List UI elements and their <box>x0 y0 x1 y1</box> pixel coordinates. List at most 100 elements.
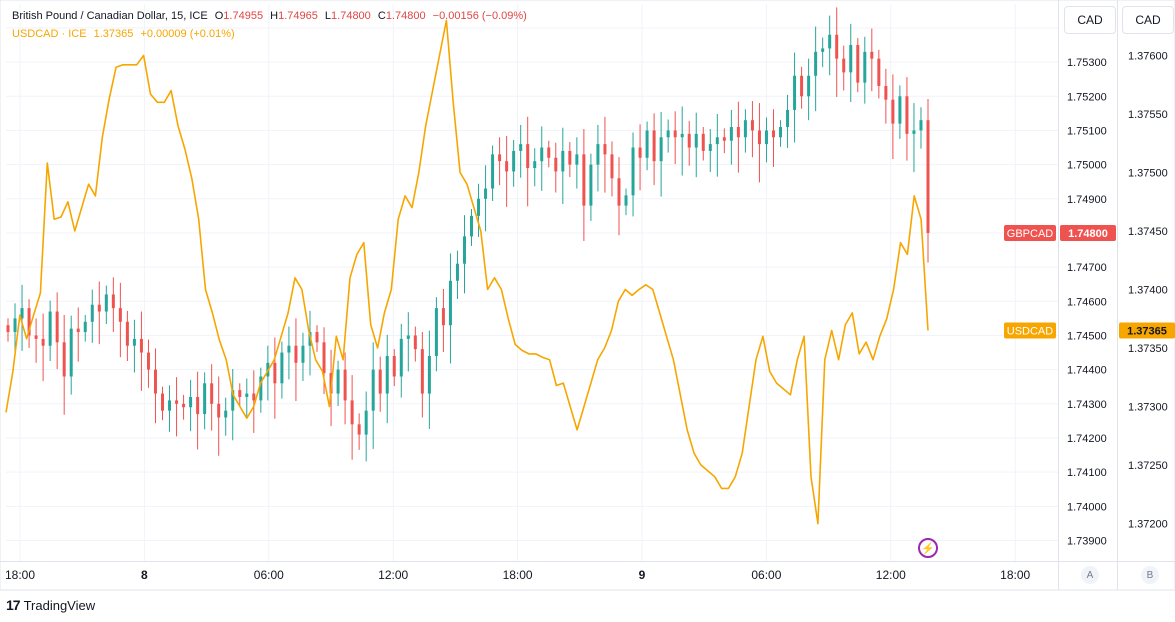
left-axis-tick-label: 1.74200 <box>1067 433 1107 445</box>
left-axis-tick-label: 1.74500 <box>1067 330 1107 342</box>
right-axis-tick-label: 1.37350 <box>1128 343 1168 355</box>
right-scale-currency-button[interactable]: CAD <box>1122 6 1174 34</box>
candle-body <box>498 154 502 162</box>
usdcad-name-label: USDCAD <box>1007 325 1054 337</box>
candle-body <box>6 325 10 333</box>
candle-body <box>153 369 157 394</box>
time-axis-tick-label: 18:00 <box>503 568 533 582</box>
candle-body <box>62 342 66 377</box>
candle-body <box>575 154 579 165</box>
right-axis-tick-label: 1.37550 <box>1128 109 1168 121</box>
time-axis-tick-label: 8 <box>141 568 148 582</box>
candle-body <box>196 396 200 415</box>
candle-body <box>764 130 768 145</box>
candle-body <box>252 393 256 401</box>
open-value: 1.74955 <box>223 10 264 22</box>
candle-body <box>441 308 445 326</box>
candle-body <box>97 304 101 312</box>
candle-body <box>912 130 916 134</box>
gbpcad-name-label: GBPCAD <box>1007 228 1054 240</box>
candle-body <box>175 400 179 404</box>
right-axis-tick-label: 1.37200 <box>1128 519 1168 531</box>
ohlc-low: L1.74800 <box>325 10 371 22</box>
main-series-legend[interactable]: British Pound / Canadian Dollar, 15, ICE… <box>12 9 531 24</box>
usdcad-line <box>5 19 929 525</box>
left-axis-tick-label: 1.74700 <box>1067 262 1107 274</box>
left-axis-tick-label: 1.74900 <box>1067 194 1107 206</box>
candle-body <box>41 338 45 346</box>
lightning-icon[interactable]: ⚡ <box>918 538 938 558</box>
candle-body <box>259 376 263 401</box>
candle-body <box>919 120 923 131</box>
candle-body <box>666 130 670 138</box>
candle-body <box>617 178 621 206</box>
usdcad-name-tag <box>1004 322 1056 339</box>
candle-body <box>111 294 115 309</box>
candle-body <box>217 403 221 418</box>
brand-name: TradingView <box>23 597 96 613</box>
candle-body <box>568 150 572 165</box>
candle-body <box>287 345 291 353</box>
candle-body <box>863 51 867 83</box>
candle-body <box>301 345 305 363</box>
candle-body <box>779 127 783 138</box>
gbpcad-price-tag <box>1060 224 1116 241</box>
time-axis-tick-label: 18:00 <box>5 568 35 582</box>
gbpcad-name-tag <box>1004 224 1056 241</box>
candle-body <box>420 349 424 394</box>
grid-lines <box>6 4 1058 561</box>
candle-body <box>645 130 649 158</box>
left-scale-currency-button[interactable]: CAD <box>1064 6 1116 34</box>
candle-body <box>828 34 832 49</box>
candle-body <box>519 144 523 151</box>
candle-body <box>462 236 466 264</box>
gbpcad-price-label: 1.74800 <box>1068 228 1108 240</box>
tradingview-brand[interactable]: 17 TradingView <box>6 597 95 613</box>
candle-body <box>280 352 284 384</box>
candle-body <box>652 130 656 162</box>
candle-body <box>48 311 52 346</box>
candle-body <box>807 75 811 97</box>
candle-body <box>884 86 888 100</box>
candle-body <box>800 75 804 97</box>
time-axis-tick-label: 06:00 <box>751 568 781 582</box>
candle-body <box>624 195 628 206</box>
candle-body <box>315 332 319 343</box>
candle-body <box>364 410 368 435</box>
candle-body <box>434 308 438 356</box>
overlay-legend[interactable]: USDCAD · ICE 1.37365 +0.00009 (+0.01%) <box>12 27 239 42</box>
candle-body <box>13 318 17 333</box>
candle-body <box>701 133 705 151</box>
ohlc-open: O1.74955 <box>215 10 263 22</box>
left-axis-tick-label: 1.75000 <box>1067 160 1107 172</box>
candle-body <box>771 130 775 138</box>
candle-body <box>168 400 172 411</box>
candle-body <box>343 369 347 401</box>
candle-body <box>55 311 59 343</box>
candle-body <box>905 96 909 134</box>
candle-body <box>540 147 544 162</box>
candle-body <box>547 147 551 158</box>
tradingview-logo: 17 <box>6 597 21 613</box>
overlay-symbol-title: USDCAD · ICE <box>12 28 87 40</box>
candle-body <box>406 335 410 339</box>
candle-body <box>743 120 747 138</box>
scale-a-button[interactable]: A <box>1081 566 1099 584</box>
candle-body <box>210 383 214 404</box>
candle-body <box>673 130 677 138</box>
candle-body <box>161 393 165 411</box>
candle-body <box>694 133 698 148</box>
candle-body <box>224 410 228 418</box>
time-axis-tick-label: 18:00 <box>1000 568 1030 582</box>
candle-body <box>371 369 375 411</box>
chart-border <box>0 0 1175 591</box>
left-axis-tick-label: 1.73900 <box>1067 535 1107 547</box>
candle-body <box>786 109 790 128</box>
left-axis-tick-label: 1.74400 <box>1067 365 1107 377</box>
high-label: H <box>270 10 279 22</box>
candle-body <box>69 328 73 377</box>
candle-body <box>448 280 452 326</box>
candle-body <box>139 338 143 353</box>
scale-b-button[interactable]: B <box>1141 566 1159 584</box>
